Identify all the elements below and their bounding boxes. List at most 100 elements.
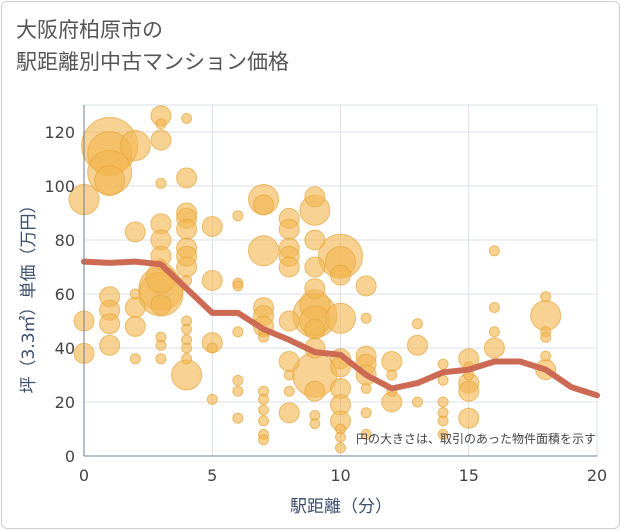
bubble-point <box>181 113 193 124</box>
bubble-point <box>258 393 270 405</box>
bubble-point <box>278 256 300 278</box>
bubble-point <box>232 280 244 292</box>
bubble-point <box>304 278 326 300</box>
bubble-point <box>304 318 326 340</box>
axes: 0 5 10 15 20 0 20 40 60 80 100 120 <box>44 105 607 485</box>
y-axis-title: 坪（3.3㎡）単価（万円） <box>19 196 39 393</box>
bubble-point <box>176 167 198 189</box>
bubble-point <box>201 216 223 237</box>
bubble-point <box>540 350 552 362</box>
y-tick-label: 80 <box>55 231 75 250</box>
bubble-point <box>155 339 167 351</box>
x-tick-label: 20 <box>587 466 607 485</box>
bubble-point <box>232 412 244 424</box>
average-line-series <box>81 258 600 399</box>
average-price-line <box>81 258 600 399</box>
bubble-point <box>304 256 326 278</box>
bubble-point <box>381 351 403 372</box>
bubble-point <box>483 337 505 359</box>
y-tick-label: 20 <box>55 393 75 412</box>
y-tick-label: 100 <box>44 177 75 196</box>
bubble-point <box>150 129 172 151</box>
y-tick-label: 40 <box>55 339 75 358</box>
bubble-point <box>232 326 244 338</box>
bubble-point <box>488 245 500 257</box>
bubble-point <box>458 380 480 402</box>
bubble-point <box>181 342 193 354</box>
bubble-point <box>335 442 346 454</box>
bubble-point <box>360 312 372 324</box>
y-tick-label: 0 <box>65 447 75 466</box>
bubble-point <box>258 415 270 427</box>
y-tick-label: 120 <box>44 123 75 142</box>
bubble-point <box>325 302 356 334</box>
x-tick-label: 0 <box>79 466 89 485</box>
bubble-size-note: 円の大きさは、取引のあった物件面積を示す <box>356 431 596 446</box>
bubble-point <box>540 291 552 303</box>
bubble-point <box>176 256 198 278</box>
bubble-point <box>206 393 218 405</box>
bubble-point <box>150 294 172 316</box>
bubble-point <box>304 229 326 251</box>
bubble-point <box>360 407 372 419</box>
bubble-point <box>258 434 270 446</box>
bubble-point <box>124 297 146 318</box>
bubble-point <box>437 428 449 440</box>
bubble-point <box>124 221 146 243</box>
x-tick-label: 10 <box>330 466 350 485</box>
bubble-point <box>406 334 428 356</box>
bubble-point <box>330 264 351 286</box>
bubble-point <box>155 353 167 365</box>
bubble-point <box>99 334 121 356</box>
bubble-point <box>232 385 244 397</box>
bubble-point <box>488 326 500 338</box>
bubble-point <box>488 302 500 313</box>
bubble-point <box>201 270 223 291</box>
bubble-point <box>283 369 295 381</box>
bubble-point <box>304 186 326 208</box>
bubble-point <box>309 418 321 430</box>
bubble-series <box>68 105 562 454</box>
x-axis-title: 駅距離（分） <box>290 497 392 517</box>
bubble-point <box>129 353 141 365</box>
bubble-point <box>530 300 562 332</box>
bubble-point <box>258 404 270 416</box>
bubble-point <box>253 194 275 216</box>
bubble-point <box>540 331 552 343</box>
bubble-point <box>278 218 300 240</box>
bubble-point <box>176 218 198 240</box>
bubble-point <box>278 402 300 424</box>
bubble-point <box>181 323 193 335</box>
bubble-point <box>304 380 326 402</box>
bubble-point <box>129 288 141 300</box>
x-tick-label: 5 <box>207 466 217 485</box>
bubble-point <box>437 358 449 370</box>
bubble-point <box>283 385 295 397</box>
bubble-point <box>355 275 377 297</box>
x-tick-label: 15 <box>459 466 479 485</box>
bubble-point <box>437 415 449 427</box>
bubble-point <box>155 118 167 130</box>
bubble-point <box>232 210 244 222</box>
bubble-point <box>171 359 203 391</box>
bubble-point <box>411 318 423 330</box>
bubble-point <box>411 396 423 408</box>
chart-title: 大阪府柏原市の 駅距離別中古マンション価格 <box>16 14 289 78</box>
y-tick-label: 60 <box>55 285 75 304</box>
bubble-point <box>386 369 398 381</box>
bubble-point <box>119 130 151 161</box>
chart-title-line-1: 大阪府柏原市の <box>16 18 163 42</box>
bubble-point <box>278 351 300 372</box>
bubble-point <box>94 165 126 197</box>
bubble-point <box>206 342 218 354</box>
bubble-point <box>437 396 449 408</box>
bubble-point <box>248 235 280 267</box>
bubble-point <box>458 407 480 429</box>
chart-title-line-2: 駅距離別中古マンション価格 <box>16 50 289 74</box>
bubble-point <box>232 374 244 386</box>
bubble-point <box>360 383 372 394</box>
bubble-point <box>181 353 193 365</box>
bubble-point <box>99 313 121 335</box>
bubble-point <box>124 315 146 337</box>
